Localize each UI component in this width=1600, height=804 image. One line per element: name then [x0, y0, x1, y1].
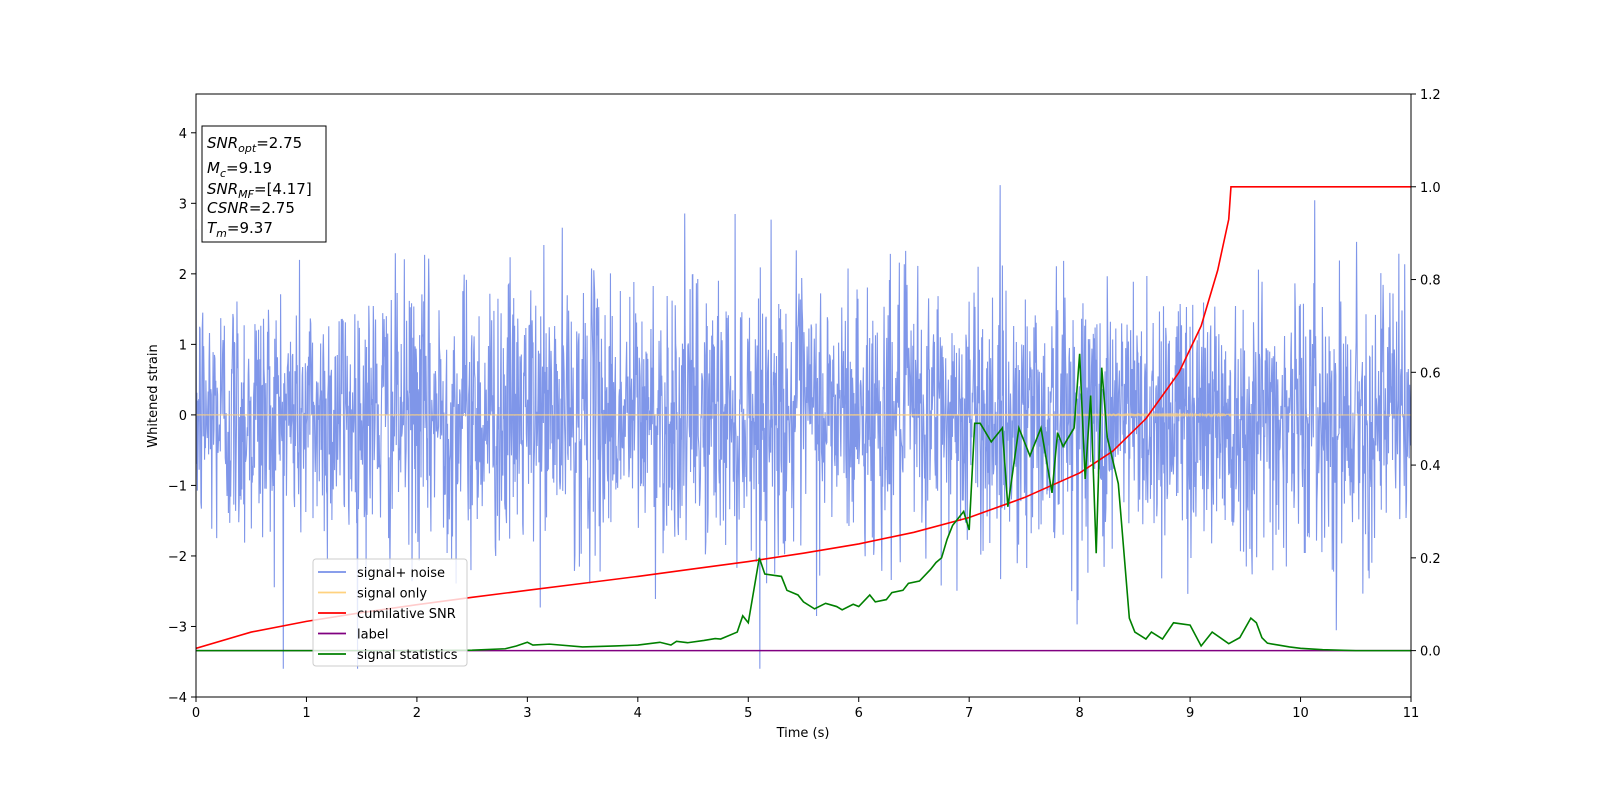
annotation-symbol: SNR — [207, 180, 238, 198]
annotation-subscript: m — [216, 227, 227, 240]
plot-frame — [195, 93, 1412, 698]
x-tick-label: 5 — [744, 706, 752, 721]
annotation-subscript: MF — [238, 188, 254, 201]
legend-frame — [312, 558, 468, 667]
annotation-line: Mc=9.19 — [207, 159, 272, 180]
y2-tick-label: 0.4 — [1420, 459, 1441, 474]
annotation-subscript: c — [220, 167, 226, 180]
series-signal-only-line — [196, 412, 1411, 418]
annotation-symbol: M — [207, 159, 220, 177]
annotation-frame — [201, 125, 327, 243]
annotation-value: =9.19 — [226, 159, 272, 177]
annotation-line: Tm=9.37 — [207, 219, 273, 240]
legend-label: label — [357, 628, 388, 643]
y-tick-label: 4 — [179, 127, 187, 142]
y2-tick-label: 0.0 — [1420, 645, 1441, 660]
annotation-value: =[4.17] — [254, 180, 312, 198]
x-tick-label: 11 — [1403, 706, 1420, 721]
annotation-value: =2.75 — [256, 134, 302, 152]
x-tick-label: 9 — [1186, 706, 1194, 721]
y-tick-label: 1 — [179, 338, 187, 353]
annotation-symbol: SNR — [207, 134, 238, 152]
legend-label: signal only — [357, 587, 427, 602]
x-tick-label: 2 — [413, 706, 421, 721]
annotation-value: =9.37 — [227, 219, 273, 237]
annotation-subscript: opt — [238, 142, 257, 155]
y-tick-label: −2 — [168, 550, 187, 565]
legend-label: cumilative SNR — [357, 607, 456, 622]
y-tick-label: −4 — [168, 691, 187, 706]
y-axis-left-ticks: −4 −3 −2 −1 0 1 2 3 4 — [168, 127, 196, 706]
annotation-line: CSNR=2.75 — [207, 199, 295, 217]
y2-tick-label: 1.2 — [1420, 88, 1441, 103]
x-tick-label: 3 — [523, 706, 531, 721]
y-tick-label: −3 — [168, 620, 187, 635]
y2-tick-label: 0.2 — [1420, 552, 1441, 567]
y-tick-label: −1 — [168, 479, 187, 494]
y-axis-label: Whitened strain — [146, 344, 161, 447]
annotation-symbol: T — [207, 219, 218, 237]
annotation-line: SNRopt=2.75 — [207, 134, 302, 155]
legend: signal+ noise signal only cumilative SNR la… — [312, 558, 468, 667]
x-tick-label: 7 — [965, 706, 973, 721]
legend-label: signal+ noise — [357, 566, 445, 581]
x-axis-label: Time (s) — [776, 726, 830, 741]
y-tick-label: 0 — [179, 409, 187, 424]
annotation-line: SNRMF=[4.17] — [207, 180, 312, 201]
x-tick-label: 8 — [1075, 706, 1083, 721]
y-axis-right-ticks: 0.0 0.2 0.4 0.6 0.8 1.0 1.2 — [1411, 88, 1441, 660]
x-tick-label: 6 — [855, 706, 863, 721]
series-signal-noise-line — [196, 185, 1411, 669]
y2-tick-label: 0.6 — [1420, 366, 1441, 381]
annotation-value: =2.75 — [249, 199, 295, 217]
x-tick-label: 4 — [634, 706, 642, 721]
x-tick-label: 10 — [1292, 706, 1309, 721]
x-tick-label: 1 — [302, 706, 310, 721]
annotation-symbol: CSNR — [207, 199, 249, 217]
y-tick-label: 3 — [179, 197, 187, 212]
y2-tick-label: 0.8 — [1420, 274, 1441, 289]
y-tick-label: 2 — [179, 268, 187, 283]
y2-tick-label: 1.0 — [1420, 181, 1441, 196]
x-axis-ticks: 0 1 2 3 4 5 6 7 8 9 10 11 — [192, 697, 1419, 721]
legend-label: signal statistics — [357, 648, 458, 663]
x-tick-label: 0 — [192, 706, 200, 721]
series-signal-statistics-line — [196, 353, 1411, 652]
annotation-box: SNRopt=2.75Mc=9.19SNRMF=[4.17]CSNR=2.75T… — [201, 125, 327, 243]
